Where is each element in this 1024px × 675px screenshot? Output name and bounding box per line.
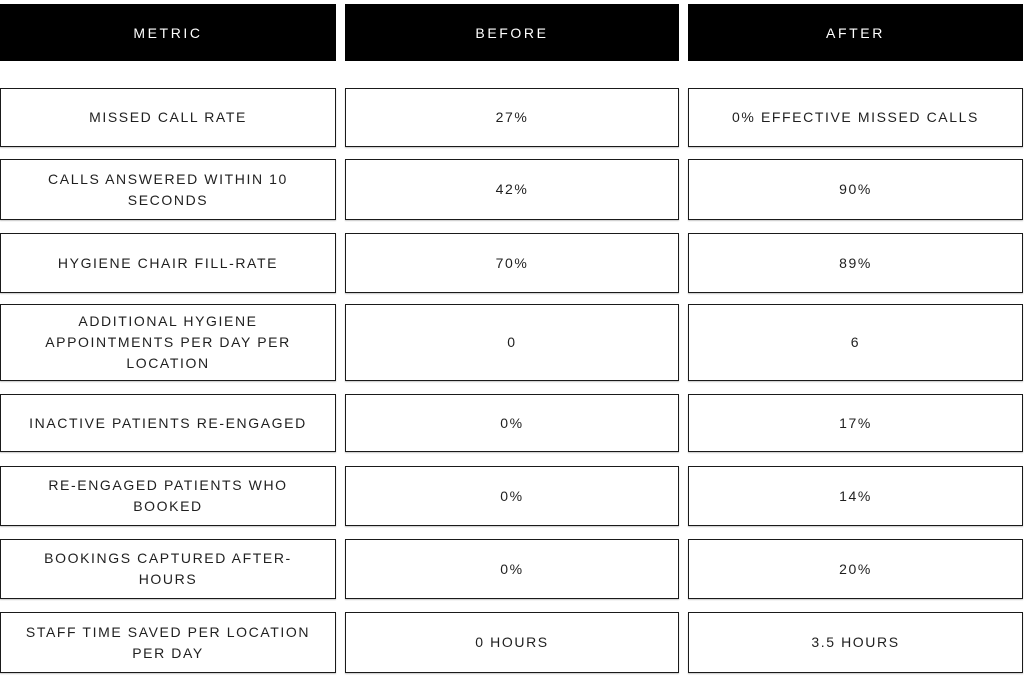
after-cell: 3.5 HOURS [688,612,1023,673]
after-cell: 89% [688,233,1023,293]
after-cell: 6 [688,304,1023,381]
before-cell: 70% [345,233,679,293]
metric-cell: HYGIENE CHAIR FILL-RATE [0,233,336,293]
table-row: HYGIENE CHAIR FILL-RATE 70% 89% [0,233,1023,293]
table-row: BOOKINGS CAPTURED AFTER-HOURS 0% 20% [0,539,1023,599]
after-cell: 14% [688,466,1023,526]
header-cell-metric: METRIC [0,4,336,61]
before-cell: 0 [345,304,679,381]
header-cell-before: BEFORE [345,4,679,61]
metric-cell: ADDITIONAL HYGIENE APPOINTMENTS PER DAY … [0,304,336,381]
table-row: MISSED CALL RATE 27% 0% EFFECTIVE MISSED C… [0,88,1023,147]
table-row: RE-ENGAGED PATIENTS WHO BOOKED 0% 14% [0,466,1023,526]
table-body: MISSED CALL RATE 27% 0% EFFECTIVE MISSED C… [0,88,1024,673]
metric-cell: INACTIVE PATIENTS RE-ENGAGED [0,394,336,452]
table-row: CALLS ANSWERED WITHIN 10 SECONDS 42% 90% [0,159,1023,220]
metric-cell: CALLS ANSWERED WITHIN 10 SECONDS [0,159,336,220]
table-row: STAFF TIME SAVED PER LOCATION PER DAY 0 H… [0,612,1023,673]
metric-cell: BOOKINGS CAPTURED AFTER-HOURS [0,539,336,599]
metric-cell: STAFF TIME SAVED PER LOCATION PER DAY [0,612,336,673]
header-cell-after: AFTER [688,4,1023,61]
table-header-row: METRIC BEFORE AFTER [0,4,1023,61]
metric-cell: RE-ENGAGED PATIENTS WHO BOOKED [0,466,336,526]
metric-cell: MISSED CALL RATE [0,88,336,147]
before-cell: 0 HOURS [345,612,679,673]
before-cell: 0% [345,466,679,526]
after-cell: 0% EFFECTIVE MISSED CALLS [688,88,1023,147]
after-cell: 17% [688,394,1023,452]
before-cell: 42% [345,159,679,220]
before-cell: 0% [345,394,679,452]
after-cell: 20% [688,539,1023,599]
table-row: INACTIVE PATIENTS RE-ENGAGED 0% 17% [0,394,1023,452]
table-row: ADDITIONAL HYGIENE APPOINTMENTS PER DAY … [0,304,1023,381]
before-cell: 0% [345,539,679,599]
before-cell: 27% [345,88,679,147]
after-cell: 90% [688,159,1023,220]
